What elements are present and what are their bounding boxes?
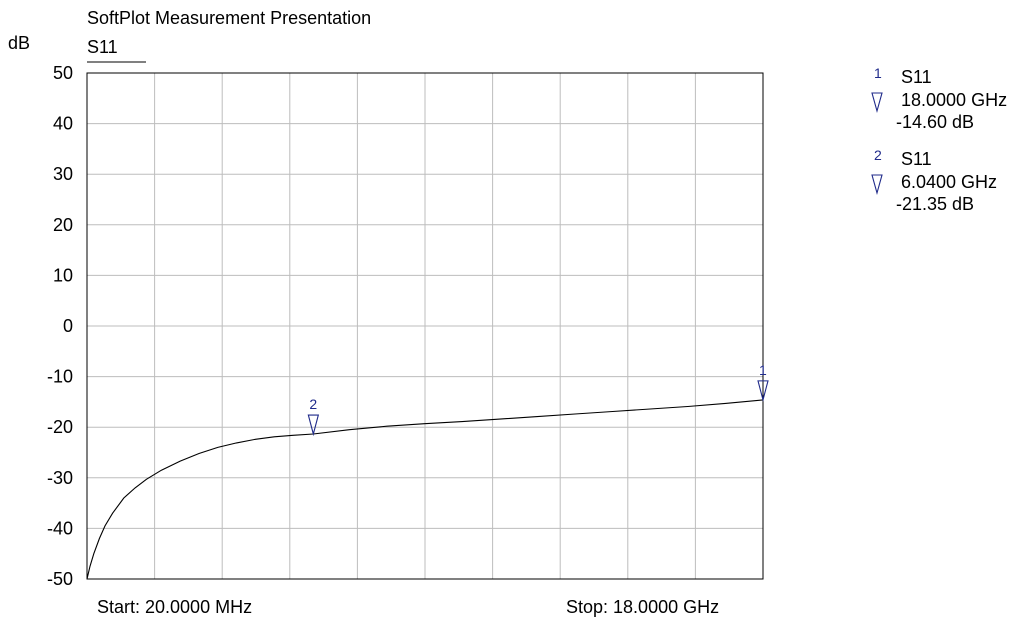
trace-label: S11 bbox=[87, 37, 118, 57]
legend-marker-number: 2 bbox=[874, 147, 882, 163]
marker-1-triangle bbox=[757, 380, 769, 403]
stop-frequency-label: Stop: 18.0000 GHz bbox=[566, 597, 719, 617]
legend-trace-name: S11 bbox=[901, 67, 932, 87]
legend-marker-frequency: 6.0400 GHz bbox=[901, 172, 997, 192]
y-tick-label: 20 bbox=[53, 215, 73, 235]
chart-title: SoftPlot Measurement Presentation bbox=[87, 8, 371, 28]
y-tick-label: -40 bbox=[47, 518, 73, 538]
y-tick-label: 10 bbox=[53, 265, 73, 285]
y-tick-label: 40 bbox=[53, 114, 73, 134]
y-axis-label: dB bbox=[8, 33, 30, 53]
start-frequency-label: Start: 20.0000 MHz bbox=[97, 597, 252, 617]
legend-marker-value: -21.35 dB bbox=[896, 194, 974, 214]
y-tick-label: 0 bbox=[63, 316, 73, 336]
legend-marker-triangle bbox=[871, 174, 883, 196]
marker-1-label: 1 bbox=[759, 362, 767, 378]
y-tick-label: -50 bbox=[47, 569, 73, 589]
y-tick-label: -30 bbox=[47, 468, 73, 488]
legend-marker-value: -14.60 dB bbox=[896, 112, 974, 132]
legend-marker-frequency: 18.0000 GHz bbox=[901, 90, 1007, 110]
marker-2-label: 2 bbox=[309, 396, 317, 412]
s11-trace bbox=[86, 399, 764, 580]
y-tick-labels: 50 40 30 20 10 0 -10 -20 -30 -40 -50 bbox=[47, 63, 73, 589]
y-tick-label: -10 bbox=[47, 367, 73, 387]
marker-legend: 1 S11 18.0000 GHz-14.60 dB 2 S11 6.0400 GHz-2… bbox=[871, 65, 1007, 214]
grid bbox=[87, 73, 763, 579]
legend-marker-number: 1 bbox=[874, 65, 882, 81]
plot-frame bbox=[86, 72, 764, 580]
y-tick-label: -20 bbox=[47, 417, 73, 437]
legend-trace-name: S11 bbox=[901, 149, 932, 169]
y-tick-label: 50 bbox=[53, 63, 73, 83]
y-tick-label: 30 bbox=[53, 164, 73, 184]
legend-marker-triangle bbox=[871, 92, 883, 114]
plot-markers: 12 bbox=[307, 362, 769, 437]
marker-2-triangle bbox=[307, 414, 320, 437]
